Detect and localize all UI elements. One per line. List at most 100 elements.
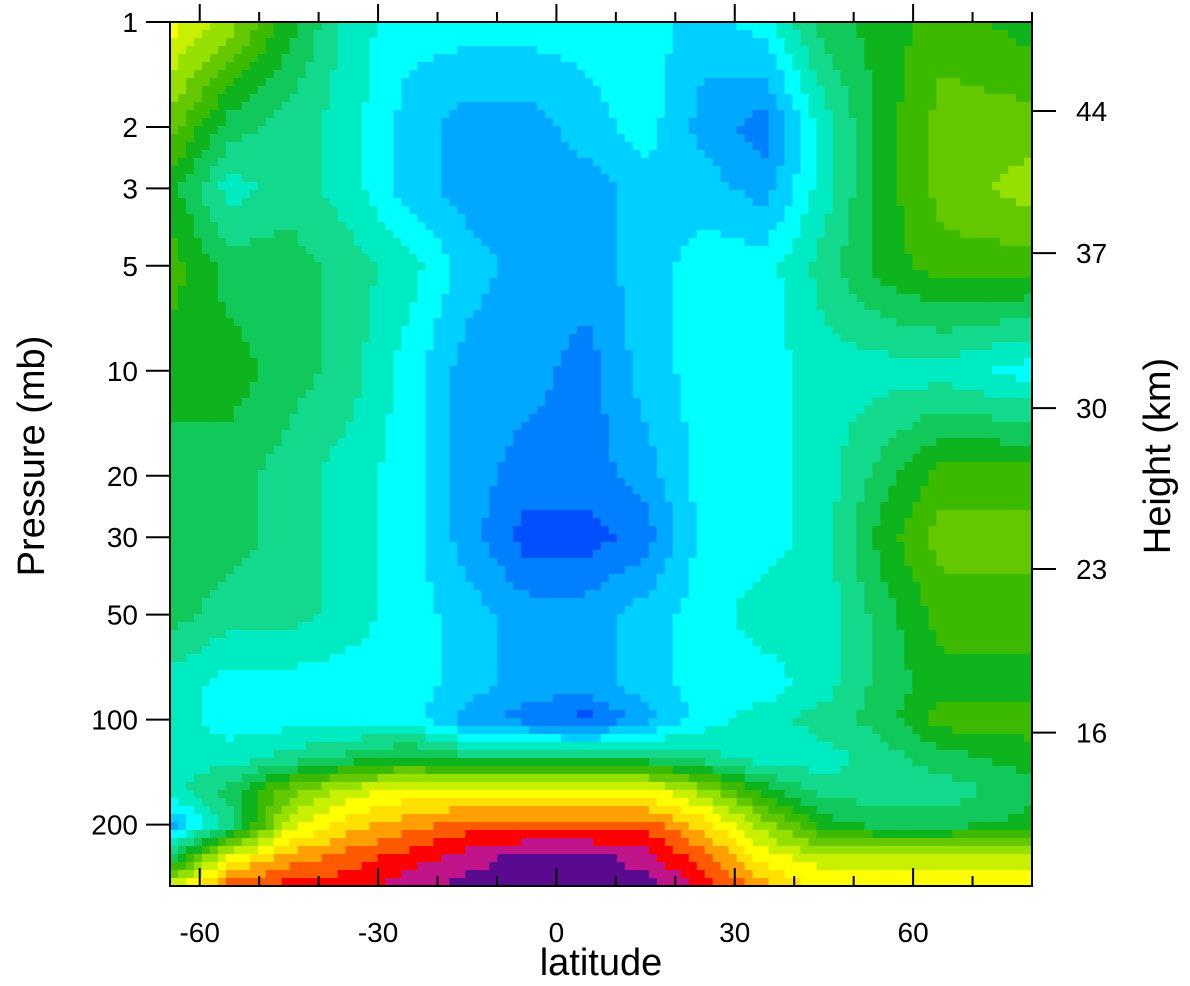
contour-cell — [944, 222, 953, 231]
contour-cell — [393, 38, 403, 47]
contour-cell — [752, 350, 762, 359]
contour-cell — [409, 214, 419, 223]
contour-cell — [896, 54, 905, 63]
contour-cell — [321, 126, 331, 135]
contour-cell — [201, 166, 211, 175]
contour-cell — [792, 254, 802, 263]
contour-cell — [417, 342, 427, 351]
contour-cell — [720, 190, 730, 199]
contour-cell — [257, 142, 267, 151]
contour-cell — [1008, 22, 1017, 31]
contour-cell — [944, 198, 953, 207]
contour-cell — [337, 278, 347, 287]
contour-cell — [984, 102, 993, 111]
contour-cell — [648, 94, 658, 103]
contour-cell — [760, 350, 770, 359]
contour-cell — [960, 334, 969, 343]
contour-cell — [193, 118, 203, 127]
contour-cell — [297, 62, 307, 71]
contour-cell — [1000, 254, 1009, 263]
contour-cell — [712, 38, 722, 47]
contour-cell — [1000, 214, 1009, 223]
contour-cell — [952, 166, 961, 175]
contour-cell — [984, 286, 993, 295]
contour-cell — [888, 206, 897, 215]
contour-cell — [345, 190, 355, 199]
contour-cell — [744, 206, 754, 215]
contour-cell — [784, 310, 794, 319]
contour-cell — [928, 190, 937, 199]
contour-cell — [912, 294, 921, 303]
contour-cell — [329, 262, 339, 271]
contour-cell — [561, 150, 570, 159]
contour-cell — [984, 318, 993, 327]
contour-cell — [760, 294, 770, 303]
contour-cell — [561, 102, 570, 111]
contour-cell — [433, 254, 442, 263]
contour-cell — [537, 302, 546, 311]
contour-cell — [784, 350, 794, 359]
contour-cell — [768, 230, 778, 239]
contour-cell — [377, 38, 387, 47]
contour-cell — [696, 326, 706, 335]
contour-cell — [249, 54, 259, 63]
contour-cell — [441, 46, 450, 55]
contour-cell — [816, 102, 826, 111]
contour-cell — [944, 374, 953, 383]
contour-cell — [1016, 70, 1025, 79]
contour-cell — [920, 110, 929, 119]
contour-cell — [353, 62, 363, 71]
contour-cell — [936, 198, 945, 207]
contour-cell — [840, 230, 850, 239]
contour-cell — [872, 198, 881, 207]
contour-cell — [521, 374, 530, 383]
contour-cell — [537, 166, 546, 175]
contour-cell — [289, 134, 299, 143]
contour-cell — [377, 46, 387, 55]
contour-cell — [760, 366, 770, 375]
contour-cell — [170, 262, 179, 271]
contour-cell — [185, 150, 195, 159]
contour-cell — [513, 310, 522, 319]
contour-cell — [728, 126, 738, 135]
contour-cell — [960, 22, 969, 31]
contour-cell — [904, 374, 913, 383]
contour-cell — [281, 22, 291, 31]
contour-cell — [193, 158, 203, 167]
contour-cell — [776, 334, 786, 343]
contour-cell — [425, 206, 434, 215]
contour-cell — [569, 102, 578, 111]
contour-cell — [680, 334, 690, 343]
contour-cell — [640, 246, 650, 255]
contour-cell — [1024, 238, 1032, 247]
contour-cell — [904, 262, 913, 271]
contour-cell — [505, 342, 514, 351]
contour-cell — [393, 318, 403, 327]
contour-cell — [960, 46, 969, 55]
contour-cell — [736, 78, 746, 87]
contour-cell — [209, 126, 219, 135]
contour-cell — [1024, 382, 1032, 391]
contour-cell — [401, 350, 411, 359]
contour-cell — [784, 294, 794, 303]
contour-cell — [553, 270, 562, 279]
contour-cell — [960, 238, 969, 247]
contour-cell — [441, 318, 450, 327]
contour-cell — [888, 310, 897, 319]
contour-cell — [561, 214, 570, 223]
contour-cell — [177, 78, 187, 87]
contour-cell — [561, 30, 570, 39]
contour-cell — [808, 334, 818, 343]
contour-cell — [529, 134, 538, 143]
contour-cell — [369, 198, 379, 207]
contour-cell — [537, 126, 546, 135]
contour-cell — [880, 326, 889, 335]
contour-cell — [976, 134, 985, 143]
contour-cell — [768, 134, 778, 143]
contour-cell — [720, 30, 730, 39]
contour-cell — [808, 366, 818, 375]
contour-cell — [664, 318, 674, 327]
contour-cell — [816, 294, 826, 303]
contour-cell — [968, 126, 977, 135]
contour-cell — [473, 254, 482, 263]
